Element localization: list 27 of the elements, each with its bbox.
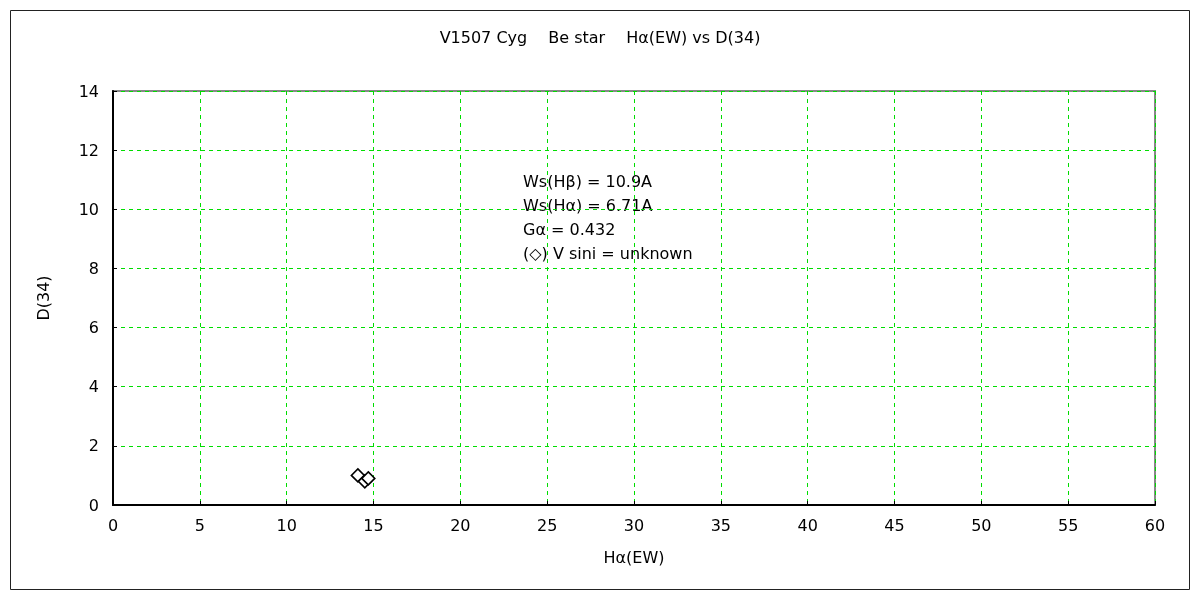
y-tick-label: 8 — [88, 258, 99, 278]
x-tick-label: 25 — [536, 515, 558, 535]
x-tick-label: 45 — [884, 515, 905, 535]
y-tick-label: 14 — [78, 81, 99, 101]
chart-title: V1507 Cyg Be star Hα(EW) vs D(34) — [439, 27, 761, 47]
y-tick-label: 12 — [78, 140, 99, 160]
x-tick-label: 15 — [363, 515, 384, 535]
annotation: Ws(Hβ) = 10.9A — [523, 171, 653, 191]
y-tick-label: 4 — [88, 377, 99, 397]
x-tick-label: 50 — [971, 515, 992, 535]
y-tick-label: 6 — [88, 318, 99, 338]
annotation: Gα = 0.432 — [523, 219, 616, 239]
x-tick-label: 35 — [710, 515, 732, 535]
x-tick-label: 0 — [107, 515, 119, 535]
x-tick-label: 10 — [276, 515, 297, 535]
x-tick-label: 55 — [1057, 515, 1079, 535]
x-tick-label: 30 — [623, 515, 645, 535]
x-axis-title: Hα(EW) — [603, 547, 665, 567]
y-tick-label: 0 — [88, 495, 99, 515]
annotation: (◇) V sini = unknown — [523, 243, 693, 263]
x-tick-label: 40 — [797, 515, 818, 535]
y-axis-title: D(34) — [33, 275, 53, 321]
y-tick-label: 2 — [88, 436, 99, 456]
y-tick-label: 10 — [78, 199, 99, 219]
x-tick-label: 20 — [450, 515, 471, 535]
x-tick-label: 5 — [194, 515, 205, 535]
x-tick-label: 60 — [1144, 515, 1166, 535]
